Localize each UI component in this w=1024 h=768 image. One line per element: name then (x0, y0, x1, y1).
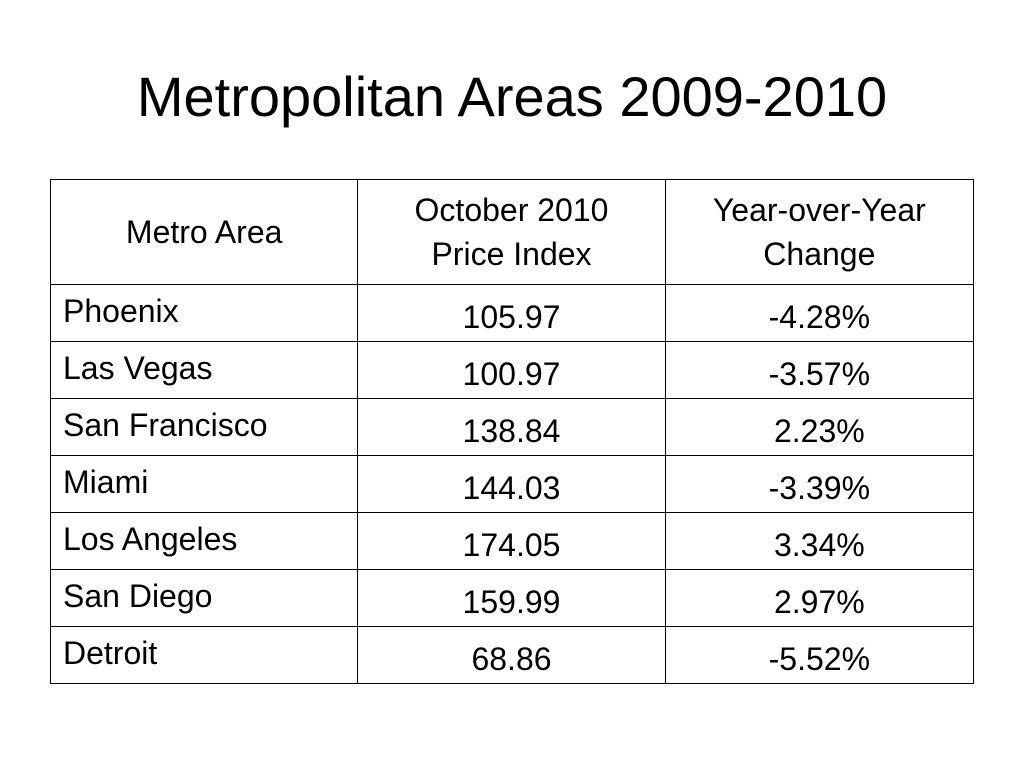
table-header-row: Metro Area October 2010 Price Index Year… (49, 179, 975, 285)
header-yoy-change-line1: Year-over-Year (712, 192, 926, 228)
table-row: Los Angeles 174.05 3.34% (49, 512, 975, 570)
table-row: Las Vegas 100.97 -3.57% (49, 341, 975, 399)
metro-name-cell: Miami (49, 455, 359, 513)
table-row: Detroit 68.86 -5.52% (49, 626, 975, 684)
header-yoy-change: Year-over-Year Change (664, 179, 975, 285)
price-index-cell: 174.05 (357, 512, 666, 570)
header-yoy-change-line2: Change (763, 236, 876, 272)
yoy-change-cell: -5.52% (664, 626, 975, 684)
price-index-cell: 100.97 (357, 341, 666, 399)
yoy-change-cell: 2.97% (664, 569, 975, 627)
price-index-cell: 159.99 (357, 569, 666, 627)
slide-title: Metropolitan Areas 2009-2010 (136, 65, 888, 128)
metro-price-table: Metro Area October 2010 Price Index Year… (49, 179, 975, 684)
yoy-change-cell: -4.28% (664, 284, 975, 342)
metro-name-cell: San Diego (49, 569, 359, 627)
price-index-cell: 138.84 (357, 398, 666, 456)
table-row: San Diego 159.99 2.97% (49, 569, 975, 627)
metro-name-cell: Detroit (49, 626, 359, 684)
yoy-change-cell: 3.34% (664, 512, 975, 570)
yoy-change-cell: -3.57% (664, 341, 975, 399)
price-index-cell: 144.03 (357, 455, 666, 513)
header-metro-area: Metro Area (49, 179, 359, 285)
table-row: Phoenix 105.97 -4.28% (49, 284, 975, 342)
header-metro-area-label: Metro Area (125, 214, 283, 250)
metro-name-cell: San Francisco (49, 398, 359, 456)
table-row: San Francisco 138.84 2.23% (49, 398, 975, 456)
header-price-index-line2: Price Index (431, 236, 592, 272)
header-price-index: October 2010 Price Index (357, 179, 666, 285)
metro-name-cell: Las Vegas (49, 341, 359, 399)
price-index-cell: 105.97 (357, 284, 666, 342)
yoy-change-cell: -3.39% (664, 455, 975, 513)
yoy-change-cell: 2.23% (664, 398, 975, 456)
metro-name-cell: Phoenix (49, 284, 359, 342)
header-price-index-line1: October 2010 (414, 192, 609, 228)
price-index-cell: 68.86 (357, 626, 666, 684)
metro-name-cell: Los Angeles (49, 512, 359, 570)
table-row: Miami 144.03 -3.39% (49, 455, 975, 513)
